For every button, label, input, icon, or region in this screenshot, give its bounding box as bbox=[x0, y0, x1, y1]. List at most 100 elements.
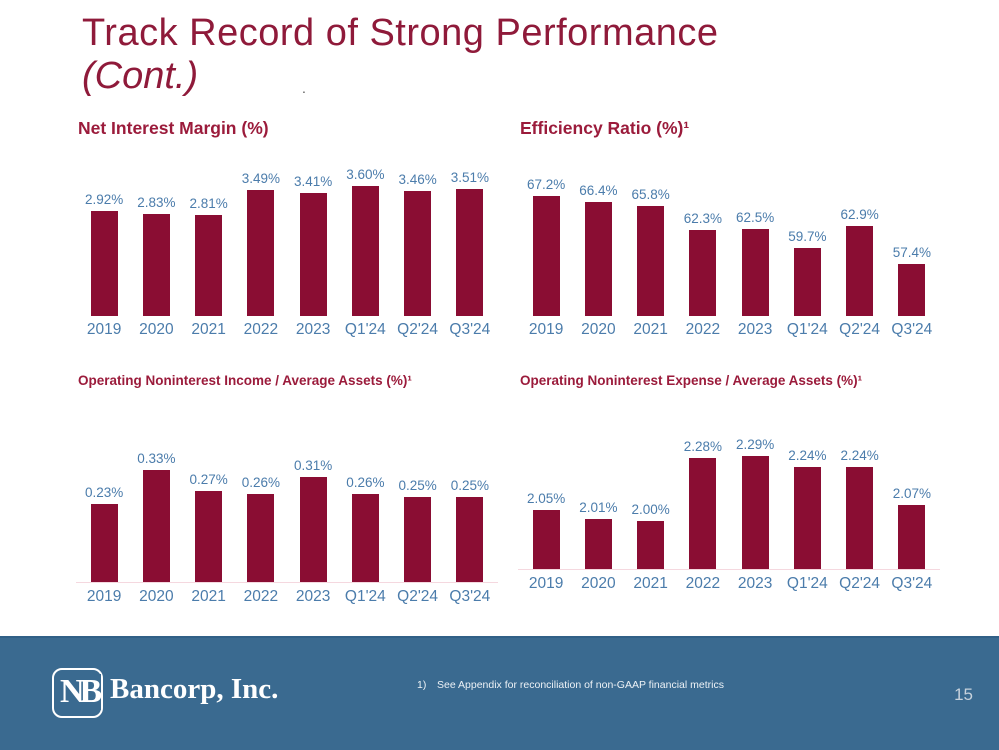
x-axis-label: 2020 bbox=[581, 575, 616, 592]
bar bbox=[637, 205, 665, 316]
footnote-text: See Appendix for reconciliation of non-G… bbox=[437, 679, 724, 691]
bar-group: 2.92% bbox=[78, 192, 130, 316]
bar bbox=[456, 497, 484, 583]
bar-group: 2.81% bbox=[183, 195, 235, 316]
bar-value-label: 0.26% bbox=[346, 475, 385, 490]
bar-value-label: 0.33% bbox=[137, 451, 176, 466]
bar-group: 2.05% bbox=[520, 491, 572, 570]
bar-value-label: 0.25% bbox=[450, 478, 490, 494]
bar-value-label: 3.51% bbox=[450, 170, 490, 186]
bar-group: 66.4% bbox=[572, 183, 624, 316]
bar bbox=[793, 248, 821, 316]
x-axis-label: 2022 bbox=[243, 588, 279, 605]
bar bbox=[584, 201, 612, 316]
bar-group: 0.26% bbox=[235, 475, 287, 583]
logo-company-name: Bancorp, Inc. bbox=[110, 673, 279, 705]
bar-value-label: 2.92% bbox=[84, 191, 124, 207]
x-axis-label: Q3'24 bbox=[891, 575, 933, 592]
bar-group: 2.07% bbox=[886, 486, 938, 570]
bar bbox=[898, 505, 926, 570]
bar-group: 0.25% bbox=[444, 478, 496, 583]
bar bbox=[299, 192, 327, 316]
bar bbox=[404, 497, 432, 583]
bar bbox=[90, 504, 118, 583]
x-axis-label: Q3'24 bbox=[449, 588, 491, 605]
bar-value-label: 59.7% bbox=[788, 229, 827, 245]
x-axis-label: 2019 bbox=[528, 321, 564, 338]
bar-group: 62.3% bbox=[677, 211, 729, 316]
bar-group: 3.46% bbox=[392, 172, 444, 316]
bar-value-label: 2.28% bbox=[683, 439, 723, 455]
bar-value-label: 3.46% bbox=[398, 172, 437, 188]
bar bbox=[584, 518, 612, 570]
bar-group: 2.24% bbox=[781, 448, 833, 570]
bar bbox=[456, 189, 484, 316]
bar-plot: 67.2% 66.4% 65.8% 62.3% 62.5% 59.7% 62.9% 57.4% bbox=[520, 140, 938, 316]
bar bbox=[689, 458, 717, 570]
bar-value-label: 57.4% bbox=[892, 245, 932, 261]
x-axis-label: Q1'24 bbox=[344, 588, 386, 605]
bar bbox=[689, 230, 717, 316]
chart-title: Net Interest Margin (%) bbox=[78, 118, 269, 138]
bar bbox=[90, 210, 118, 316]
bar-group: 3.49% bbox=[235, 171, 287, 316]
bar-value-label: 66.4% bbox=[579, 182, 618, 198]
x-axis-label: Q3'24 bbox=[891, 321, 933, 338]
chart-net-interest-margin: Net Interest Margin (%) 2.92% 2.83% 2.81% 3… bbox=[78, 116, 496, 339]
x-axis-label: 2021 bbox=[633, 321, 668, 338]
bar-value-label: 0.25% bbox=[398, 478, 437, 494]
bar-group: 0.33% bbox=[130, 451, 182, 583]
bar bbox=[351, 494, 379, 583]
x-axis-label: 2022 bbox=[685, 575, 721, 592]
bar-group: 65.8% bbox=[625, 187, 677, 316]
bar-value-label: 2.24% bbox=[840, 448, 879, 464]
x-axis-label: 2023 bbox=[737, 575, 773, 592]
x-axis-label: 2020 bbox=[139, 321, 174, 338]
bar bbox=[898, 264, 926, 316]
bar bbox=[247, 190, 275, 316]
bar-group: 2.83% bbox=[130, 195, 182, 316]
bar-group: 0.25% bbox=[392, 478, 444, 583]
bar-value-label: 2.01% bbox=[579, 499, 618, 515]
x-axis-label: Q1'24 bbox=[786, 321, 828, 338]
chart-efficiency-ratio: Efficiency Ratio (%)¹ 67.2% 66.4% 65.8% 62.… bbox=[520, 116, 938, 339]
x-axis-label: Q2'24 bbox=[839, 575, 881, 592]
company-logo: NB Bancorp, Inc. bbox=[52, 664, 292, 720]
bar-group: 0.27% bbox=[183, 471, 235, 583]
bar-value-label: 2.24% bbox=[788, 448, 827, 464]
bar-value-label: 0.27% bbox=[189, 471, 228, 487]
bar-value-label: 62.9% bbox=[840, 207, 879, 222]
bar-value-label: 2.00% bbox=[631, 501, 670, 517]
x-axis-label: 2021 bbox=[191, 321, 226, 338]
bar-plot: 0.23% 0.33% 0.27% 0.26% 0.31% 0.26% 0.25% 0.25% bbox=[76, 390, 498, 583]
bar-value-label: 3.49% bbox=[241, 171, 281, 186]
bar-value-label: 2.07% bbox=[892, 486, 932, 502]
chart-noninterest-income: Operating Noninterest Income / Average A… bbox=[76, 372, 498, 606]
x-axis-label: Q1'24 bbox=[786, 575, 828, 592]
bar-value-label: 2.81% bbox=[189, 195, 228, 211]
bar bbox=[532, 509, 560, 570]
bar-value-label: 0.23% bbox=[84, 485, 124, 501]
bar bbox=[793, 467, 821, 570]
x-axis: 2019 2020 2021 2022 2023 Q1'24 Q2'24 Q3'24 bbox=[78, 588, 496, 606]
bar-group: 2.29% bbox=[729, 437, 781, 570]
bar-group: 2.24% bbox=[834, 448, 886, 570]
bar-group: 62.5% bbox=[729, 210, 781, 316]
x-axis-label: 2019 bbox=[86, 588, 122, 605]
slide-title: Track Record of Strong Performance bbox=[82, 12, 719, 54]
bar bbox=[351, 186, 379, 316]
x-axis-label: 2020 bbox=[581, 321, 616, 338]
x-axis-label: 2020 bbox=[139, 588, 174, 605]
bar-plot: 2.05% 2.01% 2.00% 2.28% 2.29% 2.24% 2.24% 2.07% bbox=[518, 390, 940, 570]
x-axis-label: 2022 bbox=[243, 321, 279, 338]
bar-group: 67.2% bbox=[520, 177, 572, 316]
bar bbox=[195, 490, 223, 583]
bar bbox=[247, 494, 275, 583]
bar-value-label: 0.26% bbox=[241, 475, 281, 490]
bar-group: 2.01% bbox=[572, 500, 624, 570]
bar bbox=[532, 196, 560, 316]
bar-group: 3.41% bbox=[287, 174, 339, 316]
bar bbox=[741, 228, 769, 316]
stray-period-mark: . bbox=[302, 80, 306, 96]
